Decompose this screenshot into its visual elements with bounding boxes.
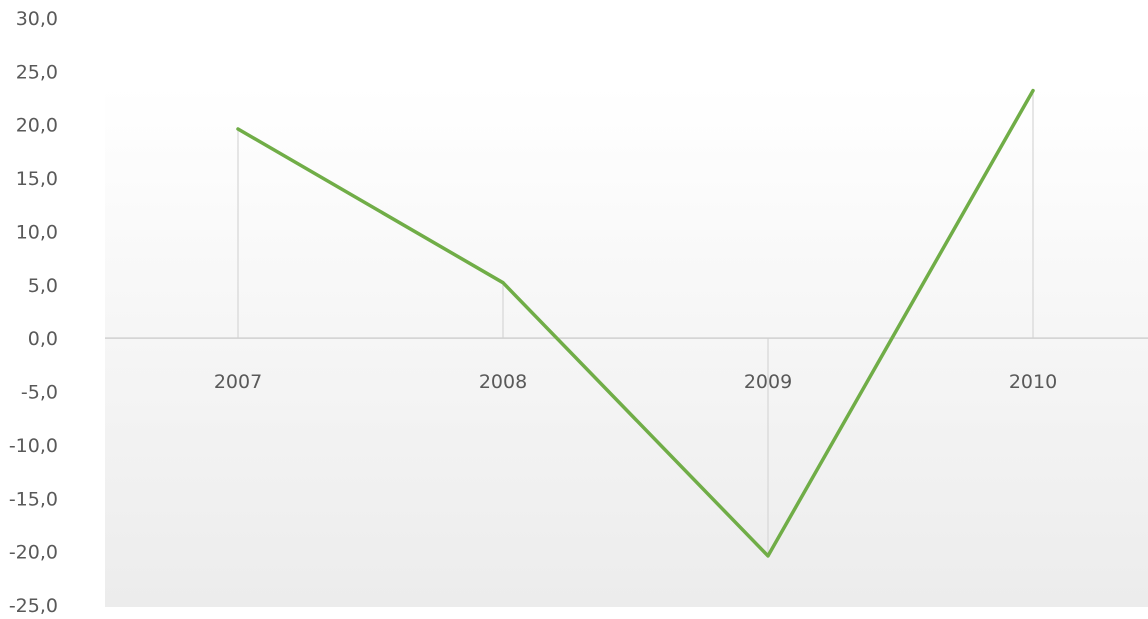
data-point bbox=[501, 281, 505, 285]
x-tick-label: 2010 bbox=[1009, 371, 1057, 393]
y-tick-label: 0,0 bbox=[28, 328, 58, 350]
x-axis: 2007 2008 2009 2010 bbox=[214, 371, 1057, 393]
y-axis: 30,0 25,0 20,0 15,0 10,0 5,0 0,0 -5,0 -10,0 -15,0… bbox=[9, 8, 58, 617]
y-tick-label: 10,0 bbox=[16, 221, 58, 243]
drop-lines bbox=[237, 90, 1034, 556]
y-tick-label: -10,0 bbox=[9, 435, 58, 457]
y-tick-label: -20,0 bbox=[9, 542, 58, 564]
data-point bbox=[236, 127, 240, 131]
y-tick-label: 5,0 bbox=[28, 275, 58, 297]
y-tick-label: 25,0 bbox=[16, 61, 58, 83]
x-tick-label: 2007 bbox=[214, 371, 262, 393]
y-tick-label: 30,0 bbox=[16, 8, 58, 30]
data-point bbox=[766, 554, 770, 558]
y-tick-label: -5,0 bbox=[21, 382, 58, 404]
series-layer bbox=[236, 88, 1035, 558]
y-tick-label: -25,0 bbox=[9, 595, 58, 617]
y-tick-label: -15,0 bbox=[9, 488, 58, 510]
plot-area-background bbox=[105, 85, 1148, 607]
data-point bbox=[1031, 89, 1035, 93]
x-tick-label: 2009 bbox=[744, 371, 792, 393]
series-line bbox=[236, 88, 1035, 558]
y-tick-label: 20,0 bbox=[16, 115, 58, 137]
x-tick-label: 2008 bbox=[479, 371, 527, 393]
y-tick-label: 15,0 bbox=[16, 168, 58, 190]
